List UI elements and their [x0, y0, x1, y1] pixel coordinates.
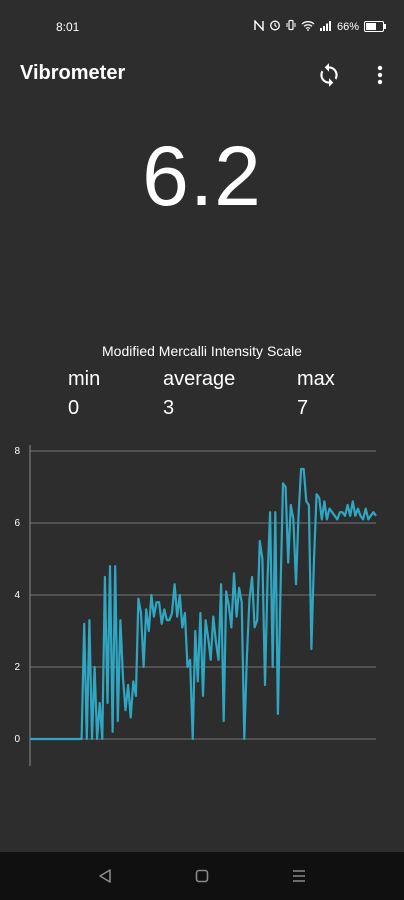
more-vert-icon [377, 65, 383, 85]
y-tick-label-6: 6 [14, 518, 20, 529]
app-bar: Vibrometer [0, 50, 404, 98]
wifi-icon [301, 20, 315, 34]
signal-icon [319, 20, 332, 34]
alarm-icon [269, 19, 281, 34]
y-tick-label-0: 0 [14, 734, 20, 745]
more-options-button[interactable] [366, 58, 394, 92]
intensity-series-line-0 [30, 467, 377, 741]
average-label: average [163, 368, 236, 390]
current-intensity-value: 6.2 [142, 129, 262, 223]
nav-home-button[interactable] [192, 866, 212, 886]
recents-menu-icon [293, 870, 305, 882]
y-tick-label-8: 8 [14, 446, 20, 457]
min-label: min [68, 368, 101, 390]
app-title: Vibrometer [20, 62, 126, 84]
status-time: 8:01 [56, 20, 80, 34]
average-value: 3 [163, 397, 175, 419]
status-bar: 8:01 66% [0, 0, 404, 44]
y-tick-label-2: 2 [14, 662, 20, 673]
battery-level [366, 23, 376, 30]
battery-icon [364, 21, 386, 32]
status-icons: 66% [254, 18, 386, 34]
nav-recents-button[interactable] [289, 866, 309, 886]
nfc-icon [254, 18, 264, 34]
scale-title: Modified Mercalli Intensity Scale [102, 343, 302, 359]
battery-text: 66% [336, 20, 359, 33]
refresh-icon [320, 63, 338, 87]
max-label: max [297, 368, 335, 390]
max-value: 7 [297, 397, 309, 419]
y-tick-label-4: 4 [14, 590, 20, 601]
nav-back-button[interactable] [95, 866, 115, 886]
home-square-icon [195, 869, 209, 883]
min-value: 0 [68, 397, 80, 419]
intensity-line-chart: 0 2 4 6 8 [14, 445, 377, 766]
vibrate-icon [286, 19, 296, 34]
navigation-bar [0, 852, 404, 900]
refresh-button[interactable] [312, 58, 346, 92]
back-triangle-icon [99, 869, 111, 883]
